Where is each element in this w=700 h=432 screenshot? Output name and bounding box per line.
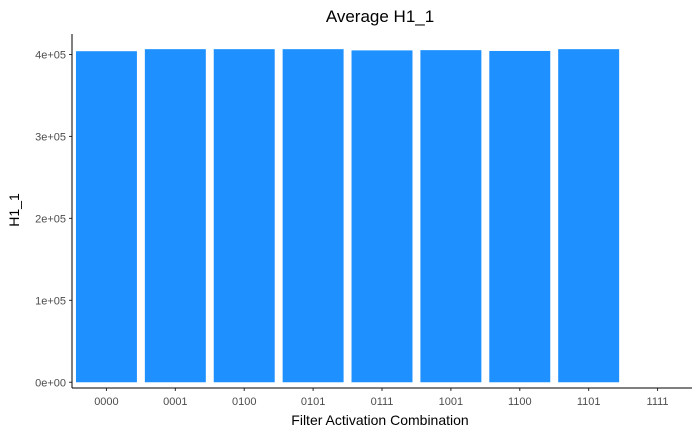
y-tick-label: 3e+05 — [35, 131, 66, 143]
bar-0001 — [144, 49, 206, 383]
y-tick-label: 2e+05 — [35, 213, 66, 225]
bar-0111 — [351, 50, 413, 383]
x-tick-label: 0100 — [232, 396, 256, 408]
x-axis-ticks: 0000 0001 0100 0101 0111 1001 1100 1101 1111 — [94, 388, 669, 408]
bar-1001 — [420, 50, 482, 383]
y-tick-label: 0e+00 — [35, 377, 66, 389]
x-tick-label: 1001 — [439, 396, 463, 408]
bar-0000 — [75, 51, 137, 383]
y-axis-title: H1_1 — [6, 193, 22, 227]
x-tick-label: 0001 — [163, 396, 187, 408]
x-tick-label: 0000 — [94, 396, 118, 408]
y-axis-ticks: 0e+00 1e+05 2e+05 3e+05 4e+05 — [35, 49, 72, 389]
y-tick-label: 4e+05 — [35, 49, 66, 61]
x-tick-label: 0111 — [371, 396, 394, 408]
y-tick-label: 1e+05 — [35, 295, 66, 307]
bar-1100 — [489, 50, 551, 383]
x-tick-label: 1111 — [647, 396, 669, 408]
bar-0100 — [213, 49, 275, 383]
x-axis-title: Filter Activation Combination — [291, 412, 468, 428]
x-tick-label: 1100 — [508, 396, 532, 408]
bar-0101 — [282, 49, 344, 383]
bars-group — [75, 49, 620, 383]
x-tick-label: 0101 — [301, 396, 325, 408]
chart-title: Average H1_1 — [326, 7, 434, 26]
x-tick-label: 1101 — [577, 396, 601, 408]
bar-1101 — [558, 49, 620, 383]
